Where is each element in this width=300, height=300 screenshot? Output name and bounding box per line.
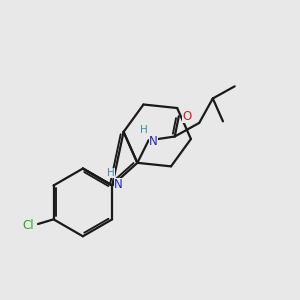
Text: N: N xyxy=(149,134,158,148)
Text: H: H xyxy=(140,125,148,135)
Text: H: H xyxy=(107,168,115,178)
Text: Cl: Cl xyxy=(22,219,34,232)
Text: N: N xyxy=(114,178,122,191)
Text: O: O xyxy=(182,110,192,123)
